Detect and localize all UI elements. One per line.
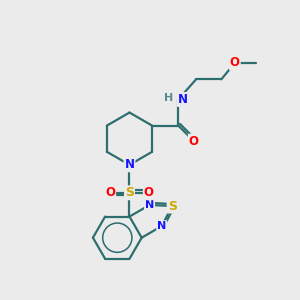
Text: N: N	[178, 93, 188, 106]
Text: O: O	[189, 135, 199, 148]
Text: N: N	[157, 221, 167, 231]
Text: N: N	[124, 158, 134, 171]
Text: O: O	[230, 56, 240, 69]
Text: H: H	[164, 93, 173, 103]
Text: O: O	[105, 186, 115, 199]
Text: N: N	[145, 200, 154, 210]
Text: S: S	[168, 200, 177, 212]
Text: O: O	[144, 186, 154, 199]
Text: S: S	[125, 186, 134, 199]
